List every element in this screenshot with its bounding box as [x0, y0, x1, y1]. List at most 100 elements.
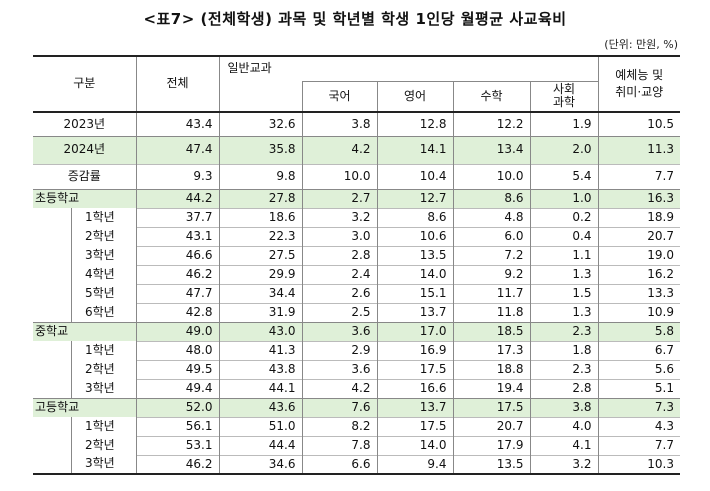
cell-value: 8.6 [452, 188, 530, 208]
cell-value: 17.5 [452, 397, 530, 417]
cell-value: 5.1 [597, 378, 680, 398]
cell-value: 13.7 [376, 302, 453, 322]
cell-value: 11.8 [452, 302, 530, 322]
table-row: 2학년 53.1 44.4 7.8 14.0 17.9 4.1 7.7 [33, 435, 680, 455]
row-label: 3학년 [33, 379, 136, 398]
cell-value: 42.8 [135, 302, 219, 322]
cell-value: 12.7 [376, 188, 453, 208]
cell-value: 9.2 [452, 264, 530, 284]
row-label: 2023년 [63, 116, 106, 131]
cell-value: 34.4 [218, 283, 302, 303]
table-row: 5학년 47.7 34.4 2.6 15.1 11.7 1.5 13.3 [33, 283, 680, 303]
table-row: 증감률 9.3 9.8 10.0 10.4 10.0 5.4 7.7 [33, 163, 680, 189]
cell-value: 11.3 [597, 135, 680, 164]
cell-value: 44.2 [135, 188, 219, 208]
table-row: 2024년 47.4 35.8 4.2 14.1 13.4 2.0 11.3 [33, 135, 680, 164]
cell-value: 20.7 [452, 416, 530, 436]
cell-value: 7.6 [301, 397, 377, 417]
cell-value: 16.6 [376, 378, 453, 398]
cell-value: 43.4 [135, 112, 219, 136]
unit-note: (단위: 만원, %) [604, 38, 678, 51]
cell-value: 2.4 [301, 264, 377, 284]
cell-value: 29.9 [218, 264, 302, 284]
cell-value: 19.0 [597, 245, 680, 265]
cell-value: 13.5 [376, 245, 453, 265]
row-label: 6학년 [33, 303, 136, 322]
cell-value: 13.7 [376, 397, 453, 417]
cell-value: 14.0 [376, 435, 453, 455]
cell-value: 4.2 [301, 135, 377, 164]
cell-value: 51.0 [218, 416, 302, 436]
cell-value: 27.8 [218, 188, 302, 208]
header-english: 영어 [376, 80, 453, 113]
cell-value: 8.2 [301, 416, 377, 436]
header-social-line1: 사회 [552, 82, 576, 97]
cell-value: 10.4 [376, 163, 453, 189]
cell-value: 1.0 [529, 188, 598, 208]
cell-value: 44.1 [218, 378, 302, 398]
row-label: 1학년 [33, 208, 136, 227]
cell-value: 53.1 [135, 435, 219, 455]
cell-value: 0.2 [529, 207, 598, 227]
cell-value: 43.8 [218, 359, 302, 379]
header-arts-line2: 취미·교양 [615, 85, 664, 99]
cell-value: 32.6 [218, 112, 302, 136]
cell-value: 4.3 [597, 416, 680, 436]
cell-value: 2.8 [529, 378, 598, 398]
cell-value: 9.3 [135, 163, 219, 189]
cell-value: 52.0 [135, 397, 219, 417]
cell-value: 2.6 [301, 283, 377, 303]
cell-value: 13.5 [452, 454, 530, 475]
table-row: 고등학교 52.0 43.6 7.6 13.7 17.5 3.8 7.3 [33, 397, 680, 417]
cell-value: 1.9 [529, 112, 598, 136]
cell-value: 49.0 [135, 321, 219, 341]
cell-value: 2.8 [301, 245, 377, 265]
cell-value: 0.4 [529, 226, 598, 246]
cell-value: 7.3 [597, 397, 680, 417]
cell-value: 15.1 [376, 283, 453, 303]
cell-value: 5.6 [597, 359, 680, 379]
cell-value: 3.8 [301, 112, 377, 136]
cell-value: 3.8 [529, 397, 598, 417]
row-label: 증감률 [33, 163, 136, 189]
cell-value: 1.3 [529, 302, 598, 322]
cell-value: 4.1 [529, 435, 598, 455]
education-expense-table: 구분 전체 일반교과 예체능 및 취미·교양 국어 영어 수학 사회 과학 20… [33, 55, 680, 475]
cell-value: 3.6 [301, 359, 377, 379]
cell-value: 47.4 [135, 135, 219, 164]
table-row: 초등학교 44.2 27.8 2.7 12.7 8.6 1.0 16.3 [33, 188, 680, 208]
cell-value: 17.0 [376, 321, 453, 341]
cell-value: 10.9 [597, 302, 680, 322]
cell-value: 10.0 [301, 163, 377, 189]
cell-value: 16.3 [597, 188, 680, 208]
cell-value: 27.5 [218, 245, 302, 265]
cell-value: 46.2 [135, 264, 219, 284]
cell-value: 1.8 [529, 340, 598, 360]
row-label: 고등학교 [33, 397, 136, 417]
cell-value: 6.0 [452, 226, 530, 246]
table-row: 3학년 46.6 27.5 2.8 13.5 7.2 1.1 19.0 [33, 245, 680, 265]
cell-value: 4.0 [529, 416, 598, 436]
cell-value: 34.6 [218, 454, 302, 475]
cell-value: 16.2 [597, 264, 680, 284]
table-row: 1학년 56.1 51.0 8.2 17.5 20.7 4.0 4.3 [33, 416, 680, 436]
header-arts-line1: 예체능 및 [615, 67, 664, 82]
cell-value: 7.7 [597, 435, 680, 455]
cell-value: 43.6 [218, 397, 302, 417]
cell-value: 4.2 [301, 378, 377, 398]
cell-value: 5.4 [529, 163, 598, 189]
row-label: 3학년 [33, 455, 136, 475]
cell-value: 6.7 [597, 340, 680, 360]
table-row: 6학년 42.8 31.9 2.5 13.7 11.8 1.3 10.9 [33, 302, 680, 322]
cell-value: 43.0 [218, 321, 302, 341]
cell-value: 18.9 [597, 207, 680, 227]
row-label: 초등학교 [33, 188, 136, 208]
cell-value: 47.7 [135, 283, 219, 303]
cell-value: 3.6 [301, 321, 377, 341]
table-title: <표7> (전체학생) 과목 및 학년별 학생 1인당 월평균 사교육비 [143, 10, 567, 28]
cell-value: 14.1 [376, 135, 453, 164]
cell-value: 10.3 [597, 454, 680, 475]
cell-value: 10.0 [452, 163, 530, 189]
cell-value: 35.8 [218, 135, 302, 164]
cell-value: 7.2 [452, 245, 530, 265]
